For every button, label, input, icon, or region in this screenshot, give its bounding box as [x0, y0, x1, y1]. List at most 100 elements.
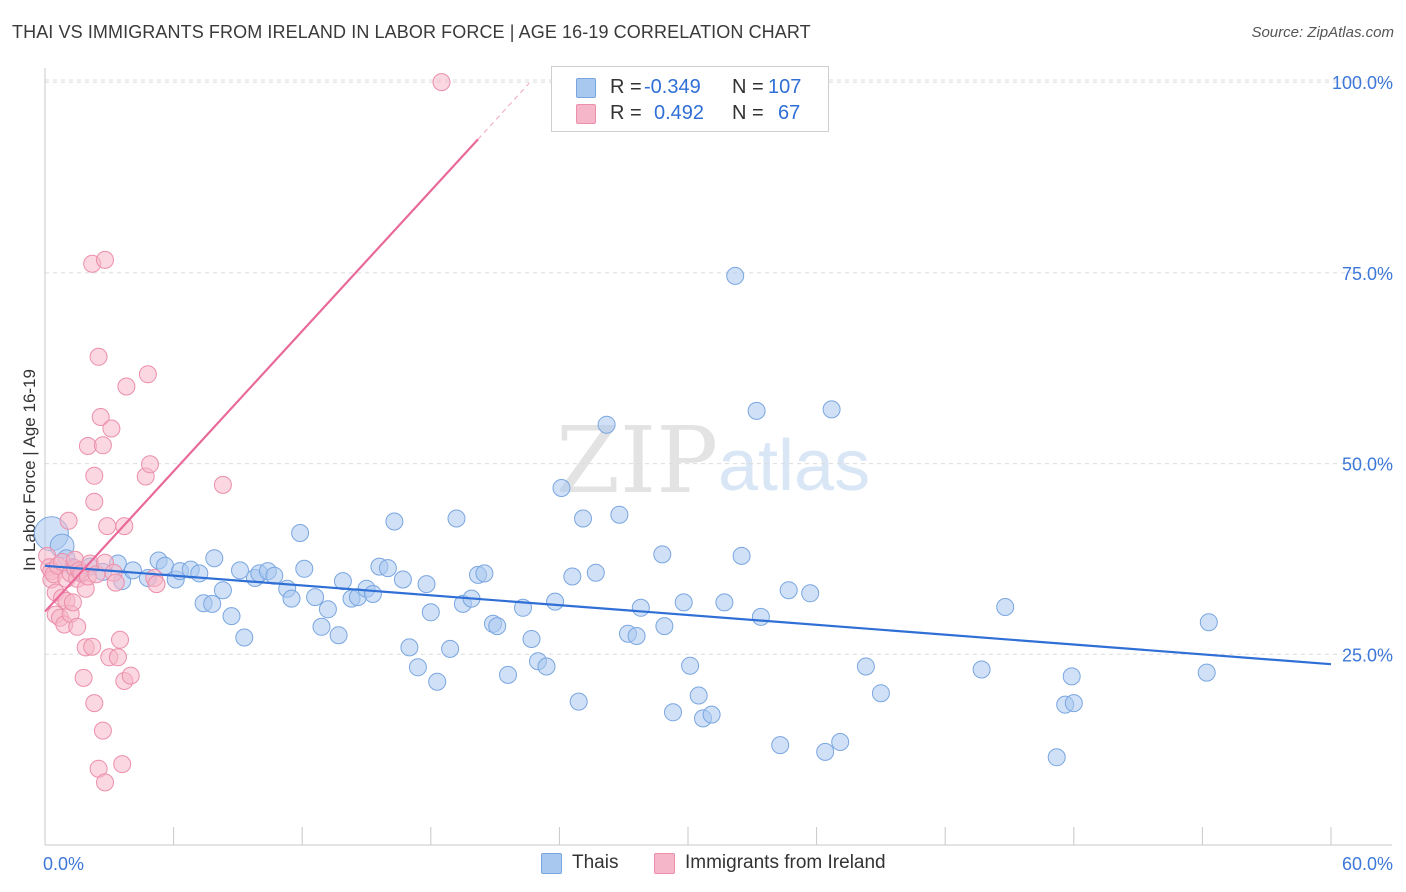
thais-point: [569, 692, 588, 711]
thais-point: [421, 603, 440, 622]
x-tick-label-min: 0.0%: [43, 854, 84, 874]
thais-point: [801, 584, 820, 603]
thais-point: [417, 575, 436, 594]
ireland-point: [83, 637, 102, 656]
ireland-point: [63, 593, 82, 612]
legend-n-value: 67: [778, 102, 801, 124]
watermark: ZIP atlas: [556, 407, 870, 514]
thais-point: [552, 479, 571, 497]
thais-point: [751, 607, 770, 626]
ireland-point: [106, 573, 125, 592]
thais-point: [123, 561, 142, 580]
thais-point: [779, 581, 798, 600]
ireland-point: [85, 694, 104, 713]
ireland-point: [93, 436, 112, 455]
thais-point: [408, 658, 427, 677]
thais-point: [771, 736, 790, 755]
ireland-point: [68, 617, 87, 636]
thais-point: [653, 545, 672, 564]
ireland-point: [111, 630, 129, 649]
thais-point: [586, 563, 605, 582]
ireland-point: [138, 365, 157, 384]
thais-point: [689, 686, 708, 705]
ireland-point: [85, 466, 104, 485]
thais-point: [488, 617, 507, 636]
ireland-point: [85, 492, 104, 511]
x-tick-label-max: 60.0%: [1342, 854, 1393, 874]
thais-point: [871, 684, 890, 703]
thais-point: [1064, 694, 1083, 713]
chart-title: THAI VS IMMIGRANTS FROM IRELAND IN LABOR…: [12, 22, 811, 42]
thais-point: [291, 524, 310, 542]
ireland-point: [121, 666, 140, 685]
y-tick-label: 50.0%: [1342, 455, 1393, 475]
ireland-trend-extension: [477, 82, 530, 140]
thais-point: [610, 505, 629, 524]
legend-swatch-ireland: [576, 104, 596, 124]
bottom-legend-swatch-ireland: [654, 853, 675, 874]
legend-r-label: R =: [610, 76, 642, 98]
thais-point: [393, 570, 412, 589]
thais-point: [972, 660, 991, 679]
thais-point: [213, 581, 232, 600]
thais-point: [499, 665, 517, 684]
thais-point: [574, 509, 592, 528]
thais-point: [428, 672, 447, 691]
ireland-point: [78, 437, 97, 455]
thais-point: [856, 657, 875, 676]
ireland-point: [98, 517, 117, 536]
thais-point: [475, 564, 494, 583]
legend-n-label: N =: [732, 102, 764, 124]
legend-swatch-thais: [576, 78, 596, 98]
thais-point: [205, 549, 224, 568]
thais-point: [563, 567, 582, 586]
bottom-legend-swatch-thais: [541, 853, 562, 874]
thais-point: [378, 559, 397, 578]
data-points: [33, 73, 1218, 792]
thais-point: [747, 401, 766, 420]
ireland-point: [108, 648, 127, 667]
ireland-point: [102, 419, 121, 438]
ireland-point: [213, 475, 232, 494]
ireland-point: [91, 408, 110, 426]
bottom-legend-label-thais: Thais: [572, 852, 619, 873]
axes: [44, 68, 1392, 846]
watermark-atlas: atlas: [718, 426, 870, 506]
thais-point: [329, 626, 348, 645]
bottom-legend-label-ireland: Immigrants from Ireland: [685, 852, 886, 873]
thais-point: [822, 400, 841, 419]
thais-point: [318, 600, 337, 619]
ireland-point: [59, 511, 78, 530]
legend-r-label: R =: [610, 102, 642, 124]
thais-point: [674, 593, 693, 612]
thais-point: [1197, 663, 1216, 682]
thais-point: [385, 512, 404, 531]
thais-point: [363, 585, 382, 603]
ireland-point: [113, 755, 132, 774]
thais-point: [726, 266, 745, 285]
thais-point: [306, 588, 325, 607]
thais-point: [1062, 667, 1081, 686]
thais-point: [522, 630, 541, 648]
thais-point: [190, 564, 209, 583]
ireland-point: [147, 575, 166, 594]
correlation-legend: R = -0.349 N = 107 R = 0.492 N = 67: [551, 66, 829, 132]
thais-point: [702, 705, 721, 724]
thais-trend-line: [44, 564, 1332, 666]
legend-r-value: -0.349: [644, 76, 701, 98]
thais-point: [816, 742, 835, 761]
thais-point: [627, 627, 646, 645]
legend-r-value: 0.492: [654, 102, 705, 124]
ireland-point: [96, 250, 114, 269]
thais-point: [222, 607, 241, 626]
watermark-zip: ZIP: [556, 407, 718, 514]
thais-point: [282, 589, 301, 608]
thais-point: [231, 561, 249, 580]
y-tick-label: 100.0%: [1332, 73, 1393, 93]
thais-point: [295, 559, 314, 578]
tick-labels: 25.0% 50.0% 75.0% 100.0% 0.0% 60.0%: [43, 73, 1393, 874]
thais-point: [447, 509, 466, 528]
ireland-point: [432, 73, 451, 92]
y-tick-label: 25.0%: [1342, 645, 1393, 665]
